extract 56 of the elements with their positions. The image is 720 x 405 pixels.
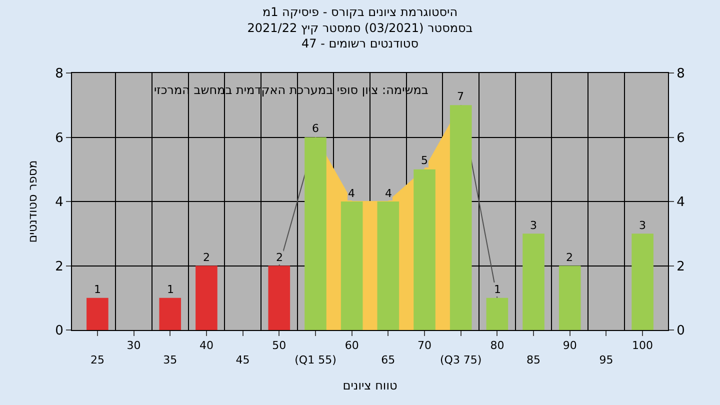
data-label: 4: [348, 187, 355, 200]
bar: [632, 234, 654, 330]
y-tick-label: 4: [55, 195, 64, 210]
x-tick-label: 45: [236, 354, 250, 366]
x-tick-label: 80: [490, 339, 504, 352]
bar: [159, 298, 182, 330]
bar: [450, 105, 472, 330]
x-axis-title: טווח ציונים: [342, 378, 398, 392]
x-tick-label: 40: [199, 339, 214, 352]
data-label: 7: [457, 90, 464, 103]
data-label: 5: [421, 154, 428, 167]
data-label: 4: [385, 187, 392, 200]
y2-tick-label: 2: [676, 259, 685, 274]
y-tick-label: 6: [55, 130, 64, 146]
bar: [268, 266, 290, 330]
bar: [486, 298, 508, 330]
bar: [377, 202, 400, 330]
data-label: 1: [94, 283, 101, 296]
bar: [340, 202, 363, 330]
x-tick-label: 50: [272, 339, 286, 352]
x-tick-label: 30: [126, 339, 141, 352]
x-tick-label: 25: [90, 354, 104, 366]
x-tick-label: 65: [381, 354, 396, 366]
y2-tick-label: 6: [676, 130, 685, 146]
x-tick-label: 60: [344, 339, 359, 352]
bar: [196, 266, 218, 330]
x-tick-label: (Q3 75): [440, 354, 482, 366]
data-label: 1: [167, 283, 174, 296]
x-tick-label: 95: [599, 354, 614, 366]
chart-subtitle: בסמסטר (03/2021) סמסטר קיץ 2021/22 סטודנטים רשומים - 47: [247, 20, 473, 50]
bar: [522, 234, 544, 330]
bar: [558, 266, 581, 330]
x-tick-label: 35: [163, 354, 178, 366]
data-label: 2: [203, 251, 210, 264]
data-label: 1: [494, 283, 501, 296]
x-tick-label: 85: [526, 354, 541, 366]
x-tick-label: (Q1 55): [294, 354, 336, 366]
data-label: 3: [639, 219, 646, 232]
bar: [86, 298, 108, 330]
y-tick-label: 0: [55, 324, 64, 339]
y2-tick-label: 0: [676, 324, 685, 339]
bar: [304, 137, 326, 330]
data-label: 6: [312, 122, 319, 135]
x-tick-label: 70: [418, 339, 432, 352]
bar: [414, 169, 436, 330]
data-label: 2: [566, 251, 573, 264]
y-tick-label: 8: [55, 66, 64, 82]
chart-title: היסטוגרמת ציונים בקורס - פיסיקה 1מ: [262, 5, 458, 20]
x-tick-label: 100: [632, 339, 654, 352]
y-tick-label: 2: [55, 259, 64, 274]
x-tick-label: 90: [562, 339, 577, 352]
y-axis-title: מספר סטודנטים: [25, 160, 40, 243]
data-label: 3: [530, 219, 537, 232]
y2-tick-label: 4: [676, 195, 685, 210]
data-label: 2: [276, 251, 283, 264]
y2-tick-label: 8: [676, 66, 685, 82]
